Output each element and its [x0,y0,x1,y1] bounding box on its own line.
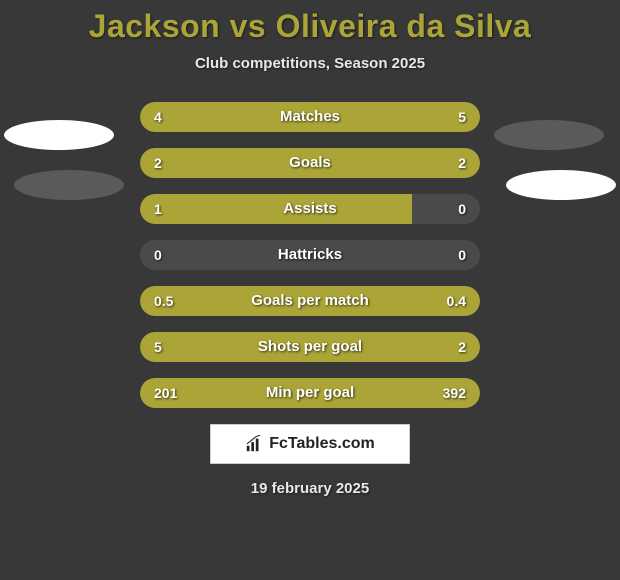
stat-row: 0.50.4Goals per match [140,286,480,316]
comparison-chart: 45Matches 22Goals 10Assists 00Hattricks 0.50… [0,102,620,408]
stat-rows: 45Matches 22Goals 10Assists 00Hattricks 0.50… [140,102,480,408]
stat-label: Hattricks [140,240,480,270]
player-ellipse-right [506,170,616,200]
stat-row: 52Shots per goal [140,332,480,362]
stat-row: 00Hattricks [140,240,480,270]
player-ellipse-left [4,120,114,150]
stat-row: 10Assists [140,194,480,224]
page-title: Jackson vs Oliveira da Silva [0,0,620,45]
stat-label: Goals per match [140,286,480,316]
badge-text: FcTables.com [269,435,375,453]
stat-label: Assists [140,194,480,224]
stat-row: 201392Min per goal [140,378,480,408]
stat-label: Matches [140,102,480,132]
date-label: 19 february 2025 [0,480,620,497]
stat-row: 45Matches [140,102,480,132]
stat-label: Shots per goal [140,332,480,362]
stat-row: 22Goals [140,148,480,178]
chart-icon [245,435,263,453]
subtitle: Club competitions, Season 2025 [0,55,620,72]
player-ellipse-left [14,170,124,200]
source-badge: FcTables.com [210,424,410,464]
stat-label: Goals [140,148,480,178]
player-ellipse-right [494,120,604,150]
stat-label: Min per goal [140,378,480,408]
